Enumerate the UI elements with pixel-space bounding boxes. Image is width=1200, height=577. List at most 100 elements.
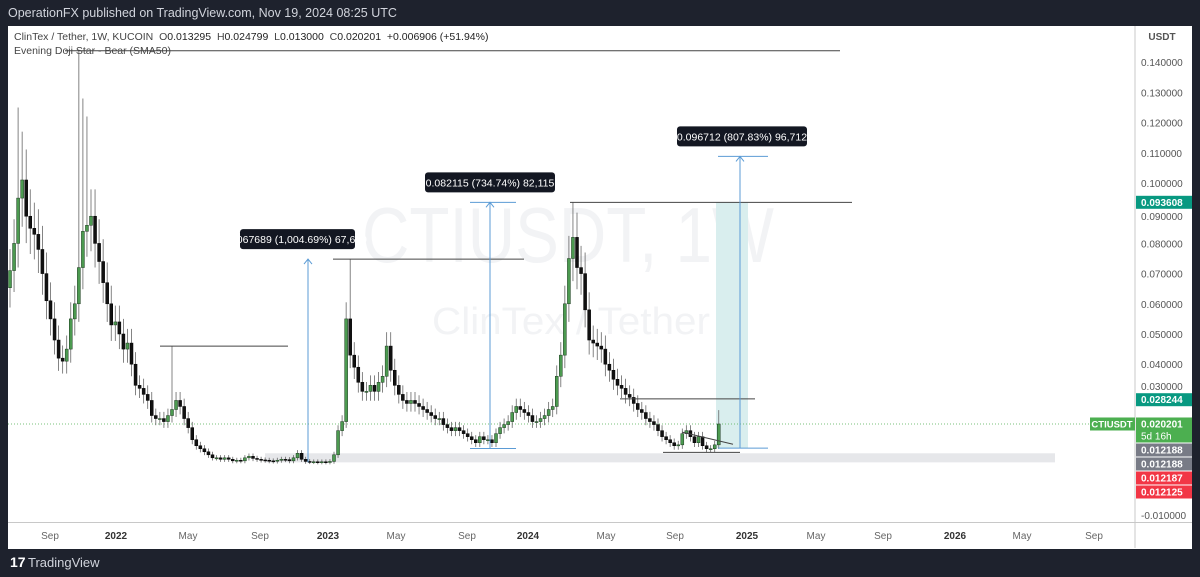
bull-candle (332, 454, 336, 462)
time-tick: May (387, 531, 406, 542)
bear-candle (117, 321, 122, 335)
bull-candle (214, 457, 219, 460)
bear-candle (425, 409, 429, 413)
publish-bar: OperationFX published on TradingView.com… (0, 0, 1200, 26)
bull-candle (368, 385, 373, 392)
bear-candle (352, 354, 356, 368)
bull-candle (717, 423, 721, 446)
bear-candle (44, 273, 49, 302)
bear-candle (190, 427, 194, 440)
price-label-box (1136, 417, 1192, 443)
price-tick: 0.130000 (1141, 88, 1183, 99)
symbol-tag-box (1090, 417, 1135, 431)
bull-candle (295, 453, 300, 459)
bull-candle (506, 421, 510, 425)
bear-candle (93, 215, 97, 244)
measure-label: 0.067689 (1,004.69%) 67,689 (228, 234, 367, 246)
bear-candle (417, 403, 421, 407)
price-label: 0.012188 (1141, 445, 1183, 456)
bear-candle (490, 439, 494, 443)
bull-candle (676, 444, 680, 447)
high-label: H (216, 31, 225, 43)
bear-candle (263, 459, 267, 462)
time-tick: 2024 (517, 531, 540, 542)
bull-candle (20, 179, 24, 199)
bear-candle (413, 400, 417, 404)
measure-label: 0.096712 (807.83%) 96,712 (677, 131, 807, 143)
bull-candle (235, 459, 239, 462)
bull-candle (502, 424, 506, 428)
bear-candle (644, 412, 648, 419)
bull-candle (81, 231, 85, 268)
bear-candle (360, 382, 365, 392)
low-value: 0.013000 (280, 31, 324, 43)
high-value: 0.024799 (224, 31, 269, 43)
bear-candle (518, 406, 523, 410)
currency-label[interactable]: USDT (1148, 32, 1175, 43)
bear-candle (186, 418, 190, 428)
bull-candle (409, 400, 413, 404)
bull-candle (453, 427, 458, 431)
price-label: 0.028244 (1141, 395, 1183, 406)
bear-candle (526, 412, 531, 416)
bear-candle (397, 385, 401, 395)
bear-candle (40, 249, 45, 274)
bear-candle (692, 436, 697, 443)
bear-candle (474, 439, 478, 443)
time-tick: Sep (458, 531, 476, 542)
bull-candle (494, 433, 498, 443)
chart-pane[interactable] (8, 26, 1192, 522)
bull-candle (534, 421, 539, 423)
bear-candle (401, 394, 405, 401)
time-tick: May (597, 531, 616, 542)
time-tick: 2023 (317, 531, 340, 542)
measure-label-box (240, 229, 355, 250)
price-label: 0.020201 (1141, 419, 1183, 430)
bear-candle (603, 348, 608, 365)
bear-candle (615, 379, 620, 386)
price-tick: 0.100000 (1141, 179, 1183, 190)
bull-candle (158, 418, 162, 420)
bull-candle (174, 400, 178, 410)
bear-candle (660, 430, 664, 437)
bull-candle (514, 406, 518, 413)
bull-candle (243, 457, 247, 462)
bear-candle (457, 427, 462, 431)
bear-candle (393, 369, 397, 386)
bear-candle (194, 439, 199, 446)
bear-candle (97, 243, 101, 262)
bear-candle (129, 342, 134, 365)
bear-candle (109, 303, 113, 326)
time-tick: Sep (1085, 531, 1103, 542)
bull-candle (712, 444, 717, 450)
tradingview-logo-icon: 17 (10, 554, 26, 570)
bull-candle (510, 412, 514, 422)
time-tick: Sep (666, 531, 684, 542)
bear-candle (482, 436, 486, 440)
bull-candle (380, 376, 385, 383)
indicator-label[interactable]: Evening Doji Star - Bear (SMA50) (14, 45, 171, 57)
bear-candle (267, 459, 271, 462)
bull-candle (85, 225, 89, 232)
bull-candle (563, 303, 567, 356)
bear-candle (631, 397, 636, 404)
price-label: 0.012188 (1141, 459, 1183, 470)
bear-candle (623, 388, 628, 395)
bear-candle (672, 442, 676, 446)
arrow-head-icon (303, 258, 313, 265)
bear-candle (595, 342, 599, 347)
time-axis[interactable] (8, 522, 1192, 549)
bear-candle (105, 282, 109, 305)
bull-candle (344, 318, 348, 422)
time-tick: Sep (251, 531, 269, 542)
symbol-info[interactable]: ClinTex / Tether, 1W, KUCOIN (14, 31, 154, 43)
bull-candle (384, 345, 389, 377)
open-value: 0.013295 (167, 31, 212, 43)
bull-candle (550, 406, 555, 410)
bear-candle (700, 436, 705, 446)
bear-candle (283, 459, 288, 461)
price-label-box (1136, 393, 1192, 407)
bull-candle (328, 461, 332, 463)
bear-candle (640, 409, 644, 413)
